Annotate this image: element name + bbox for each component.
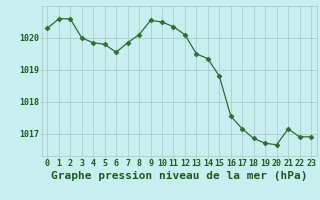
X-axis label: Graphe pression niveau de la mer (hPa): Graphe pression niveau de la mer (hPa) [51,171,308,181]
